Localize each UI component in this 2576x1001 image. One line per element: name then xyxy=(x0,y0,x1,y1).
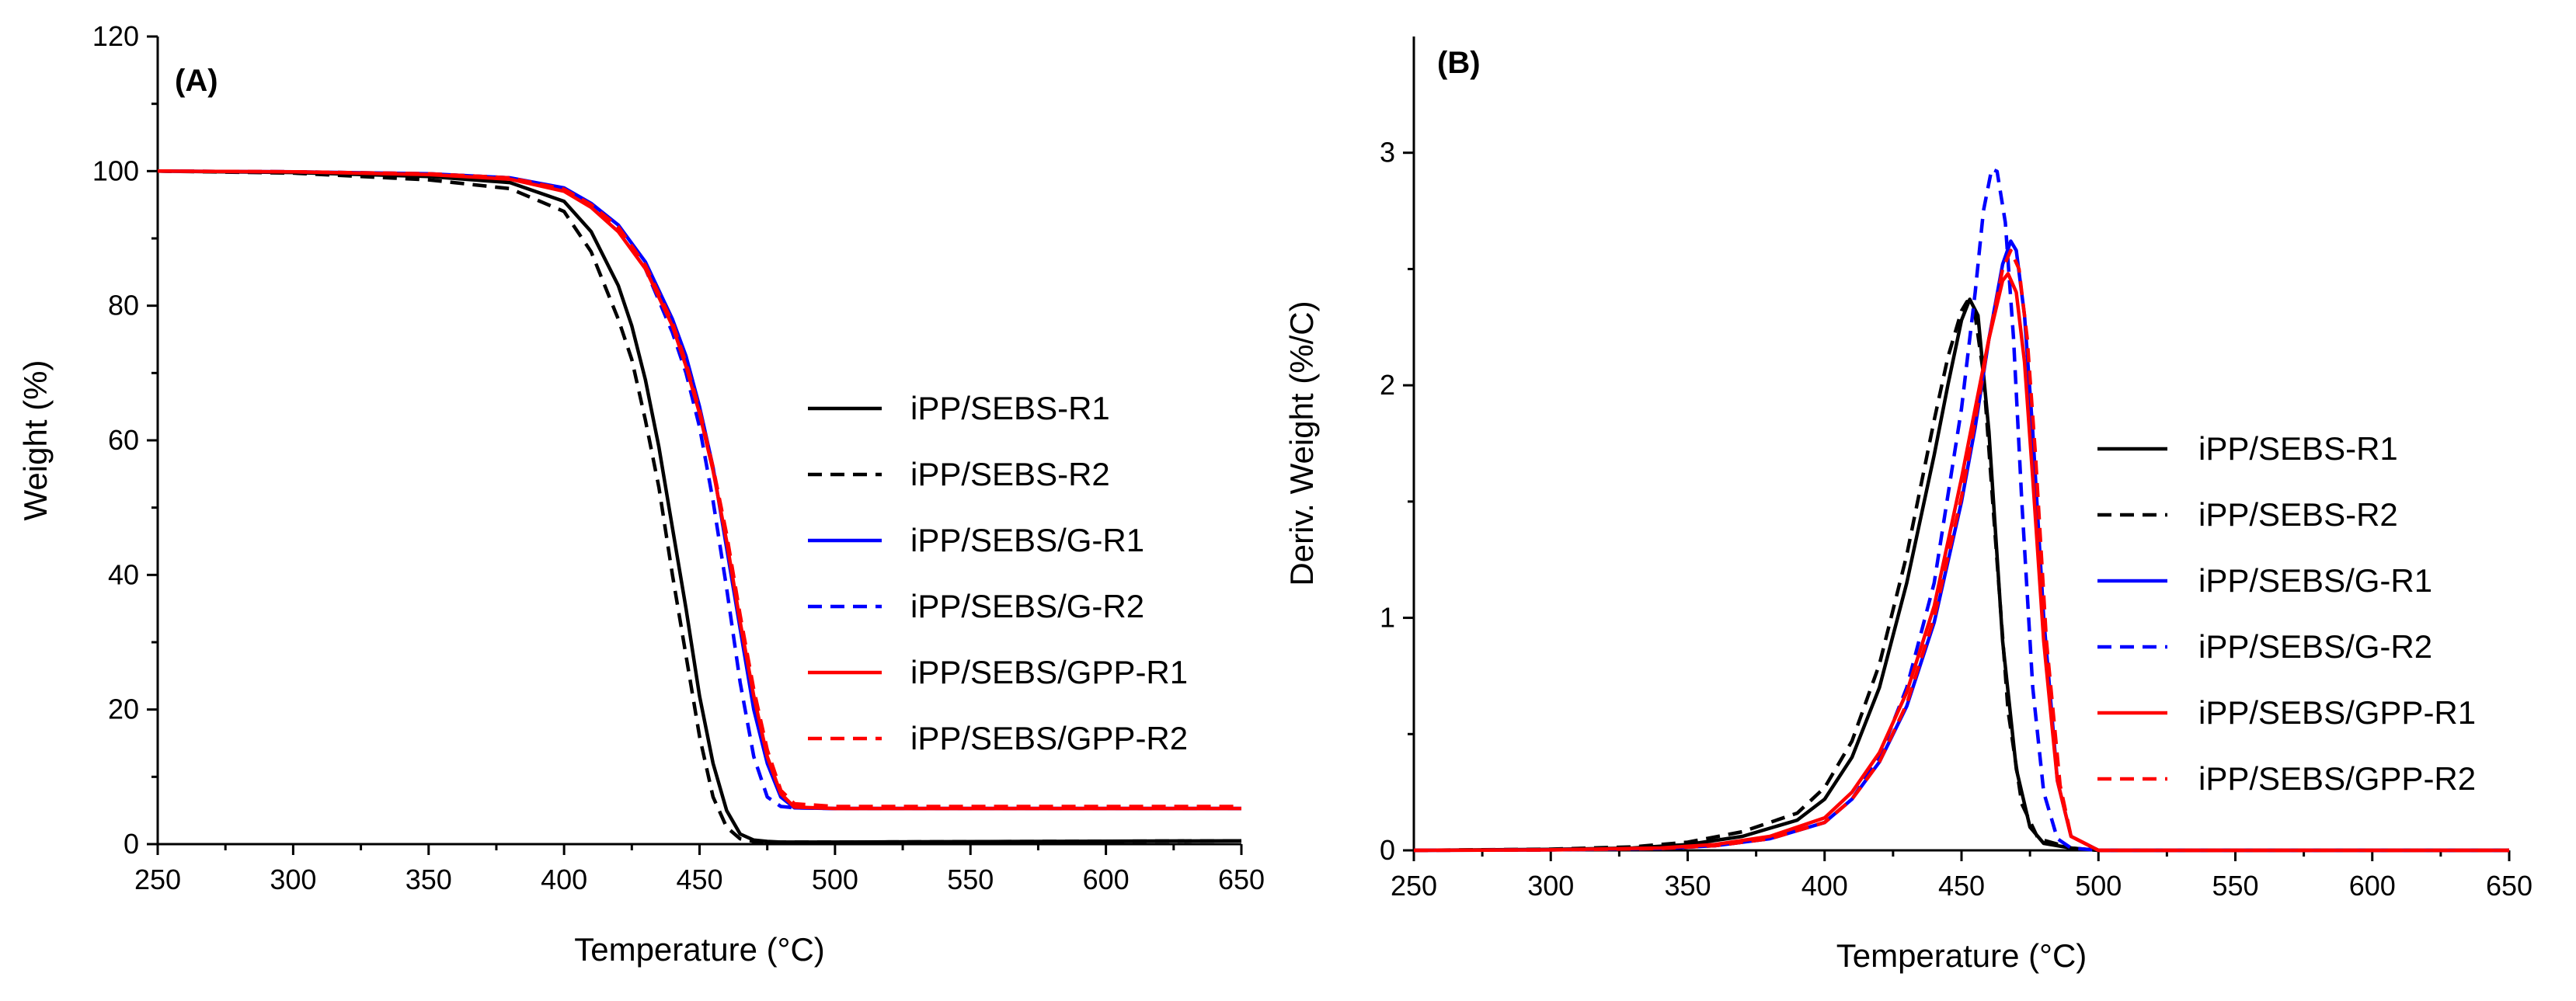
x-tick-label-b: 350 xyxy=(1664,870,1711,902)
legend-label-a: iPP/SEBS/G-R1 xyxy=(910,522,1144,558)
x-tick-label-b: 550 xyxy=(2212,870,2258,902)
x-tick-label-a: 650 xyxy=(1218,864,1265,895)
series-line-b-ipp-sebs-gpp-r2 xyxy=(1413,249,2509,853)
legend-label-a: iPP/SEBS-R2 xyxy=(910,456,1110,492)
x-tick-label-b: 250 xyxy=(1391,870,1437,902)
series-line-b-ipp-sebs-r2 xyxy=(1413,300,2509,853)
x-tick-label-a: 400 xyxy=(541,864,587,895)
panel-label-b: (B) xyxy=(1437,46,1481,80)
y-tick-label-a: 80 xyxy=(108,290,139,322)
x-tick-label-a: 550 xyxy=(947,864,994,895)
legend-label-b: iPP/SEBS/G-R2 xyxy=(2198,628,2432,665)
panel-label-a: (A) xyxy=(175,64,218,98)
x-tick-label-a: 450 xyxy=(676,864,722,895)
y-tick-label-b: 2 xyxy=(1380,369,1395,401)
series-line-b-ipp-sebs-gpp-r1 xyxy=(1413,272,2509,853)
legend-label-b: iPP/SEBS/GPP-R2 xyxy=(2198,760,2476,797)
legend-label-a: iPP/SEBS/GPP-R1 xyxy=(910,654,1188,690)
x-tick-label-b: 500 xyxy=(2075,870,2122,902)
y-tick-label-a: 0 xyxy=(124,828,139,860)
legend-label-b: iPP/SEBS-R1 xyxy=(2198,430,2398,467)
x-tick-label-a: 500 xyxy=(812,864,858,895)
y-tick-label-a: 20 xyxy=(108,693,139,725)
x-tick-label-a: 350 xyxy=(406,864,452,895)
x-tick-label-b: 300 xyxy=(1527,870,1574,902)
x-tick-label-b: 600 xyxy=(2349,870,2396,902)
legend-label-a: iPP/SEBS/GPP-R2 xyxy=(910,720,1188,756)
legend-label-b: iPP/SEBS/G-R1 xyxy=(2198,562,2432,599)
x-axis-title-b: Temperature (°C) xyxy=(1836,937,2087,974)
legend-label-a: iPP/SEBS-R1 xyxy=(910,390,1110,426)
y-axis-title-b: Deriv. Weight (%/C) xyxy=(1283,301,1320,586)
y-tick-label-a: 40 xyxy=(108,558,139,590)
x-tick-label-a: 600 xyxy=(1083,864,1130,895)
y-tick-label-a: 120 xyxy=(92,20,139,52)
x-tick-label-a: 250 xyxy=(134,864,181,895)
series-line-a-ipp-sebs-r2 xyxy=(157,169,1242,844)
y-tick-label-a: 60 xyxy=(108,424,139,456)
series-line-b-ipp-sebs-g-r1 xyxy=(1413,239,2509,853)
series-line-a-ipp-sebs-gpp-r2 xyxy=(157,169,1241,808)
x-axis-title-a: Temperature (°C) xyxy=(574,931,825,968)
x-tick-label-b: 400 xyxy=(1801,870,1848,902)
x-tick-label-b: 650 xyxy=(2486,870,2532,902)
panel-b: 250 300 350 400 450 500 550 600 650 0 1 2 3 Temperatu… xyxy=(1283,36,2532,974)
y-axis-title-a: Weight (%) xyxy=(17,360,54,521)
panel-a: 250 300 350 400 450 500 550 600 650 0 20 40 60 80 100 1… xyxy=(17,20,1265,968)
x-tick-label-a: 300 xyxy=(270,864,316,895)
y-tick-label-a: 100 xyxy=(92,155,139,186)
y-tick-label-b: 1 xyxy=(1380,602,1395,634)
y-tick-label-b: 0 xyxy=(1380,834,1395,866)
y-tick-label-b: 3 xyxy=(1380,137,1395,169)
x-tick-label-b: 450 xyxy=(1938,870,1985,902)
legend-label-b: iPP/SEBS-R2 xyxy=(2198,496,2398,533)
legend-label-a: iPP/SEBS/G-R2 xyxy=(910,588,1144,624)
legend-label-b: iPP/SEBS/GPP-R1 xyxy=(2198,694,2476,731)
